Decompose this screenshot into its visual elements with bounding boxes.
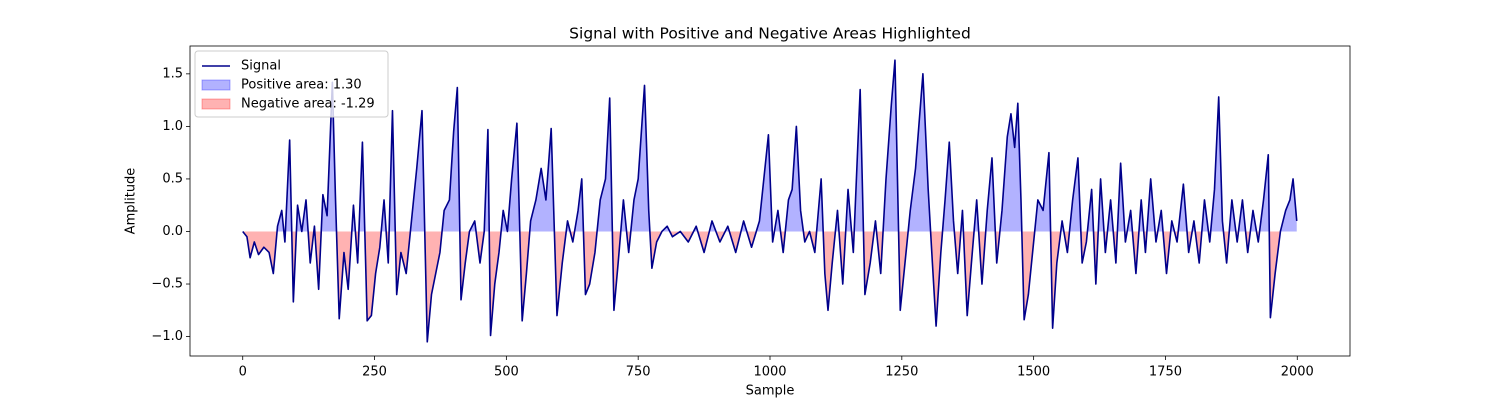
x-tick-label: 250 bbox=[362, 365, 387, 380]
legend-patch bbox=[201, 79, 231, 91]
y-tick-label: 0.5 bbox=[162, 171, 183, 186]
legend-label: Negative area: -1.29 bbox=[241, 97, 375, 112]
x-tick-label: 2000 bbox=[1281, 365, 1314, 380]
plot-frame bbox=[189, 45, 1351, 357]
fill-area bbox=[277, 60, 1297, 232]
x-tick-label: 1750 bbox=[1149, 365, 1182, 380]
x-tick-label: 1500 bbox=[1017, 365, 1050, 380]
signal-line bbox=[242, 59, 1298, 343]
x-tick-label: 1250 bbox=[885, 365, 918, 380]
fill-area bbox=[242, 231, 1297, 342]
y-tick-label: −0.5 bbox=[151, 277, 183, 292]
x-tick-label: 0 bbox=[239, 365, 247, 380]
x-tick-label: 1000 bbox=[753, 365, 786, 380]
chart-title: Signal with Positive and Negative Areas … bbox=[569, 25, 971, 43]
legend-label: Positive area: 1.30 bbox=[241, 78, 362, 93]
y-tick-label: 0.0 bbox=[162, 224, 183, 239]
legend-patch bbox=[201, 98, 231, 110]
y-tick-label: −1.0 bbox=[151, 329, 183, 344]
legend-label: Signal bbox=[241, 59, 281, 74]
x-tick-label: 500 bbox=[494, 365, 519, 380]
y-tick-label: 1.5 bbox=[162, 66, 183, 81]
y-tick-label: 1.0 bbox=[162, 119, 183, 134]
y-axis-label: Amplitude bbox=[124, 168, 139, 235]
legend-box bbox=[194, 50, 389, 118]
x-axis-label: Sample bbox=[746, 384, 795, 399]
x-tick-label: 750 bbox=[626, 365, 651, 380]
legend: Signal Positive area: 1.30 Negative area: … bbox=[194, 50, 389, 118]
